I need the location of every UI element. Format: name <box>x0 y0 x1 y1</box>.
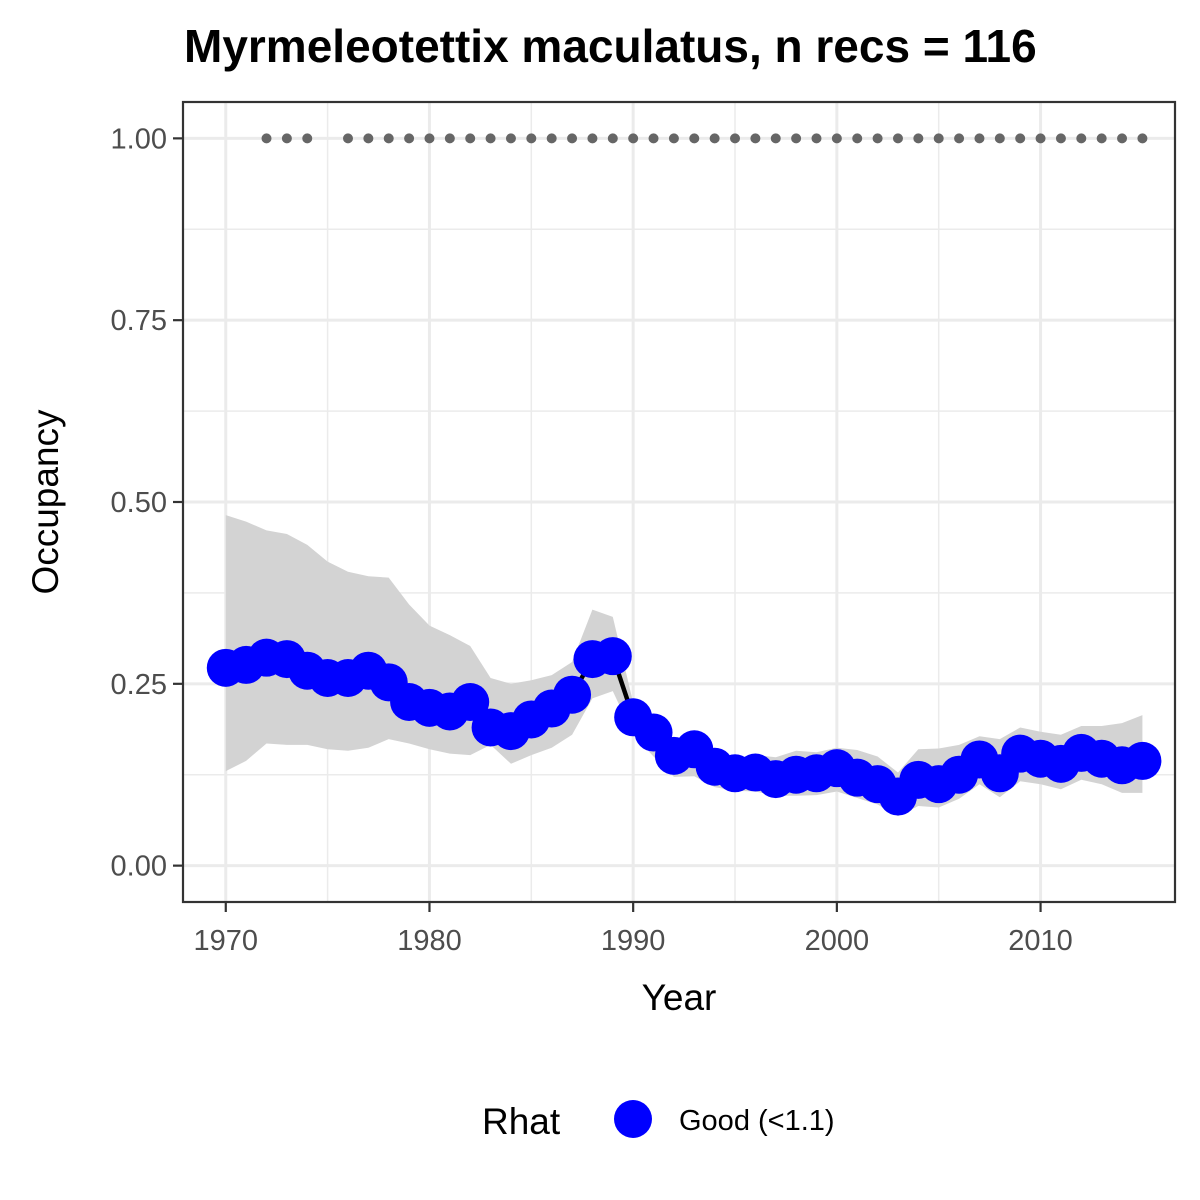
x-tick-label: 2000 <box>805 925 870 957</box>
data-point <box>553 675 592 714</box>
plot-panel <box>181 100 1177 904</box>
ribbon-area <box>225 515 1143 817</box>
record-dot <box>994 133 1005 144</box>
record-dot <box>465 133 476 144</box>
record-dot <box>1137 133 1148 144</box>
x-tick-label: 1980 <box>397 925 462 957</box>
occupancy-points <box>206 637 1162 816</box>
y-tick-label: 0.50 <box>111 487 167 519</box>
record-dot <box>730 133 741 144</box>
record-dot <box>750 133 761 144</box>
record-dot <box>791 133 802 144</box>
x-tick-label: 2010 <box>1008 925 1073 957</box>
legend-key-good <box>614 1100 652 1138</box>
record-dot <box>1035 133 1046 144</box>
record-dot <box>974 133 985 144</box>
record-dot <box>628 133 639 144</box>
record-dot <box>811 133 822 144</box>
record-dot <box>709 133 720 144</box>
record-dot <box>383 133 394 144</box>
record-dot <box>1015 133 1026 144</box>
record-dots <box>261 133 1148 144</box>
confidence-ribbon <box>225 515 1143 817</box>
record-dot <box>342 133 353 144</box>
x-tick-label: 1990 <box>601 925 666 957</box>
record-dot <box>404 133 415 144</box>
record-dot <box>444 133 455 144</box>
x-tick-label: 1970 <box>194 925 259 957</box>
record-dot <box>363 133 374 144</box>
record-dot <box>281 133 292 144</box>
record-dot <box>892 133 903 144</box>
y-tick-label: 1.00 <box>111 123 167 155</box>
x-axis-title: Year <box>642 977 717 1018</box>
record-dot <box>933 133 944 144</box>
record-dot <box>424 133 435 144</box>
record-dot <box>913 133 924 144</box>
record-dot <box>607 133 618 144</box>
record-dot <box>1117 133 1128 144</box>
record-dot <box>668 133 679 144</box>
data-point <box>593 637 632 676</box>
record-dot <box>505 133 516 144</box>
y-tick-label: 0.25 <box>111 669 167 701</box>
record-dot <box>770 133 781 144</box>
y-tick-label: 0.75 <box>111 305 167 337</box>
chart-title: Myrmeleotettix maculatus, n recs = 116 <box>184 20 1037 72</box>
record-dot <box>546 133 557 144</box>
record-dot <box>302 133 313 144</box>
record-dot <box>648 133 659 144</box>
legend-label-good: Good (<1.1) <box>679 1105 835 1137</box>
record-dot <box>689 133 700 144</box>
record-dot <box>567 133 578 144</box>
record-dot <box>954 133 965 144</box>
record-dot <box>831 133 842 144</box>
record-dot <box>587 133 598 144</box>
record-dot <box>852 133 863 144</box>
data-point <box>1123 741 1162 780</box>
grid <box>183 102 1175 902</box>
y-axis-title: Occupancy <box>25 409 66 595</box>
axes: 0.00 0.25 0.50 0.75 1.00 1970 1980 1990 2000 2010 <box>111 123 1073 957</box>
data-point <box>451 683 490 721</box>
record-dot <box>1076 133 1087 144</box>
record-dot <box>872 133 883 144</box>
y-tick-label: 0.00 <box>111 851 167 883</box>
record-dot <box>261 133 272 144</box>
legend-title: Rhat <box>482 1101 561 1142</box>
legend: Rhat Good (<1.1) <box>482 1100 835 1142</box>
record-dot <box>485 133 496 144</box>
record-dot <box>1055 133 1066 144</box>
record-dot <box>1096 133 1107 144</box>
record-dot <box>526 133 537 144</box>
